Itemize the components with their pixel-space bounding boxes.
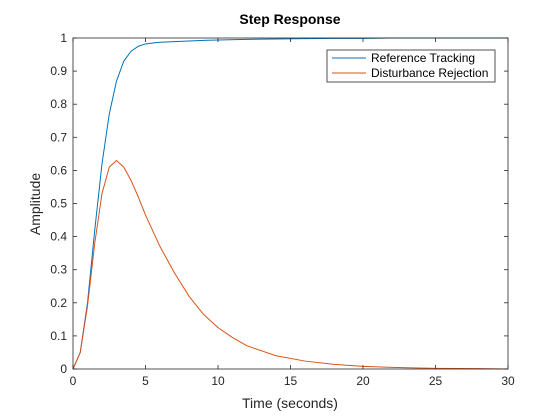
x-tick-label: 25 <box>429 374 443 388</box>
legend-label-disturbance-rejection: Disturbance Rejection <box>371 66 488 80</box>
x-axis-title: Time (seconds) <box>242 395 338 411</box>
y-tick-label: 0.6 <box>50 163 67 177</box>
x-tick-label: 15 <box>284 374 298 388</box>
x-tick-label: 10 <box>211 374 225 388</box>
chart-title: Step Response <box>239 11 340 27</box>
legend-box <box>326 49 496 83</box>
y-tick-label: 0.2 <box>50 296 67 310</box>
x-tick-label: 5 <box>142 374 149 388</box>
y-tick-label: 1 <box>60 31 67 45</box>
y-axis-title: Amplitude <box>27 173 43 235</box>
ticks-layer: 0 5 10 15 20 25 30 0 0.1 0.2 0.3 0.4 0.5 0.6 0.7 0.8 0.9… <box>50 31 515 388</box>
x-tick-label: 20 <box>356 374 370 388</box>
y-tick-label: 0.4 <box>50 230 67 244</box>
plot-area <box>73 38 508 369</box>
y-tick-label: 0.9 <box>50 64 67 78</box>
y-tick-label: 0.8 <box>50 97 67 111</box>
legend: Reference Tracking Disturbance Rejection <box>326 49 496 83</box>
series-line-1 <box>72 159 509 370</box>
x-tick-label: 30 <box>501 374 515 388</box>
x-tick-label: 0 <box>70 374 77 388</box>
y-tick-label: 0.3 <box>50 263 67 277</box>
y-tick-label: 0 <box>60 362 67 376</box>
y-tick-label: 0.7 <box>50 130 67 144</box>
legend-label-reference-tracking: Reference Tracking <box>371 51 475 65</box>
y-tick-label: 0.5 <box>50 197 67 211</box>
y-tick-label: 0.1 <box>50 329 67 343</box>
